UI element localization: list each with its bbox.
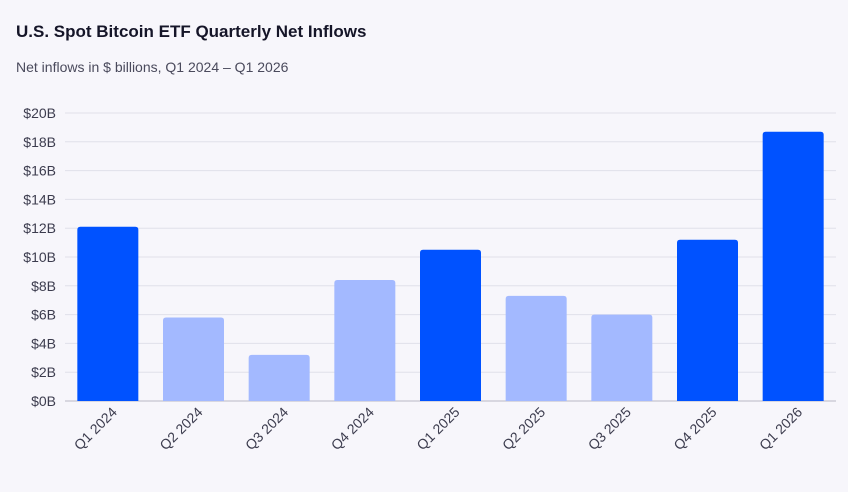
bar — [248, 354, 310, 401]
y-tick-label: $14B — [23, 191, 56, 207]
x-tick-label: Q2 2025 — [499, 404, 548, 453]
y-tick-label: $0B — [31, 393, 56, 409]
y-tick-label: $18B — [23, 134, 56, 150]
bar — [420, 249, 481, 401]
y-tick-label: $10B — [23, 249, 56, 265]
x-tick-label: Q4 2024 — [328, 404, 377, 453]
bar — [677, 239, 738, 401]
bar — [163, 317, 224, 401]
chart-title: U.S. Spot Bitcoin ETF Quarterly Net Infl… — [16, 22, 367, 41]
y-tick-label: $2B — [31, 364, 56, 380]
x-tick-label: Q1 2026 — [756, 404, 805, 453]
bar — [334, 280, 396, 401]
x-tick-label: Q4 2025 — [670, 404, 719, 453]
y-tick-label: $20B — [23, 105, 56, 121]
x-tick-label: Q1 2024 — [71, 404, 120, 453]
y-tick-label: $12B — [23, 220, 56, 236]
bar — [591, 314, 653, 401]
bar — [77, 226, 139, 401]
x-tick-label: Q3 2024 — [242, 404, 291, 453]
bar — [762, 131, 824, 401]
x-tick-label: Q1 2025 — [413, 404, 462, 453]
y-tick-label: $6B — [31, 307, 56, 323]
x-tick-label: Q3 2025 — [585, 404, 634, 453]
x-tick-label: Q2 2024 — [156, 404, 205, 453]
bar — [505, 295, 567, 401]
y-tick-label: $16B — [23, 163, 56, 179]
y-tick-label: $8B — [31, 278, 56, 294]
chart-subtitle: Net inflows in $ billions, Q1 2024 – Q1 … — [16, 59, 289, 75]
y-tick-label: $4B — [31, 335, 56, 351]
